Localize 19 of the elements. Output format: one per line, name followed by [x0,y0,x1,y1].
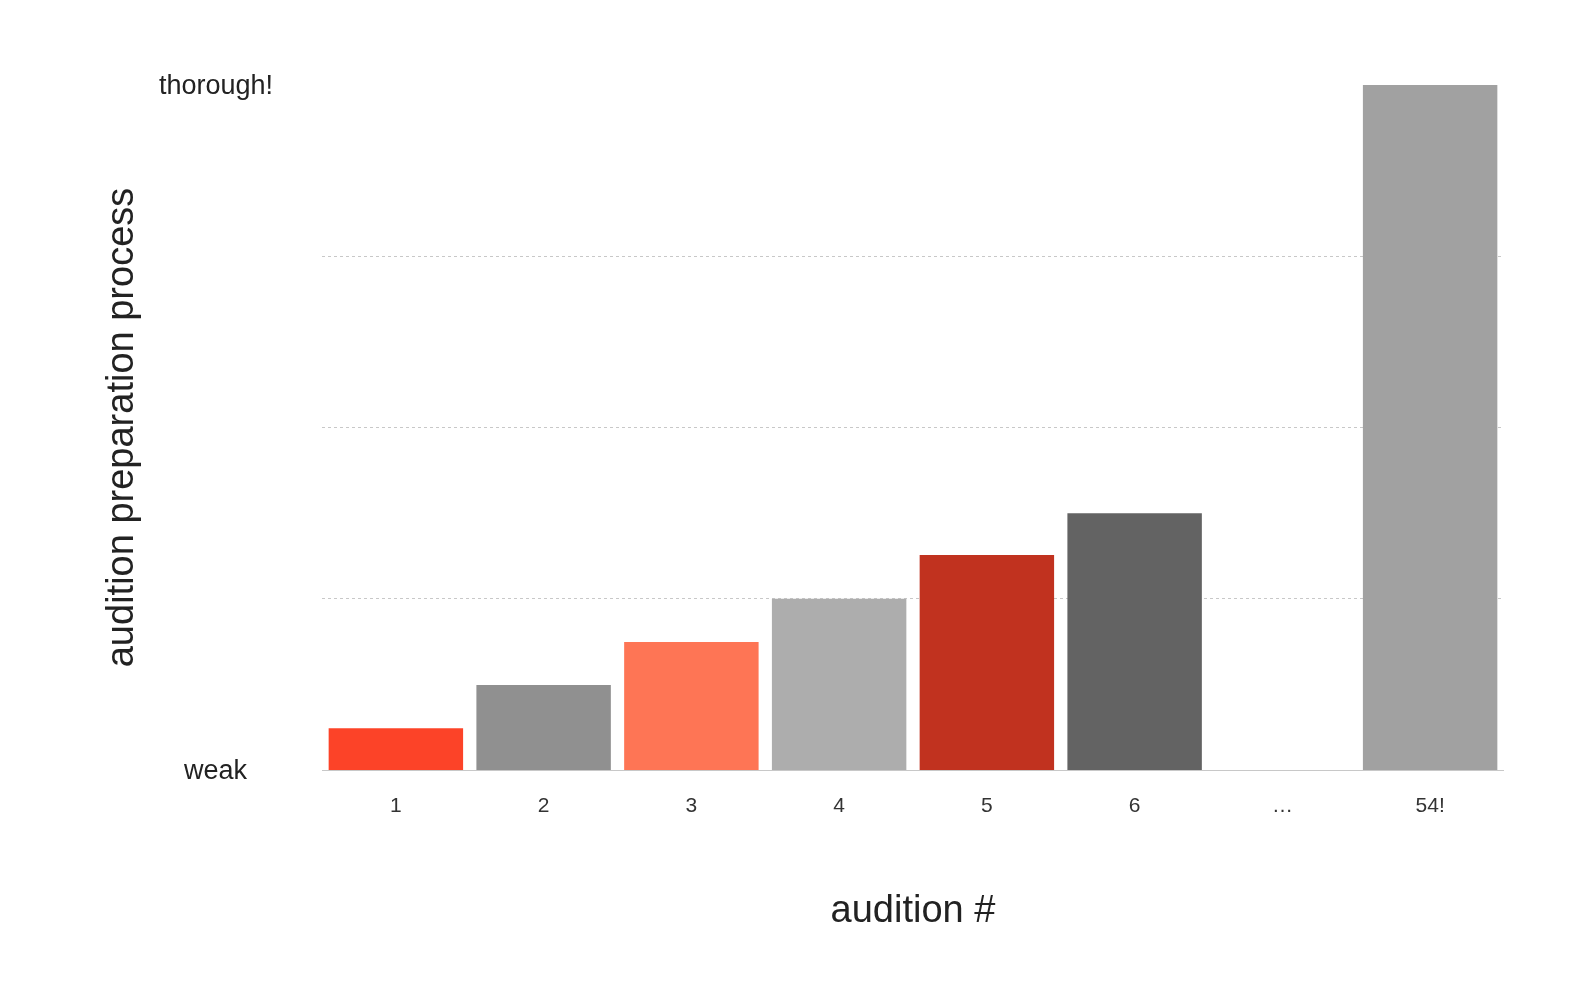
y-axis-title: audition preparation process [99,187,142,668]
x-axis-title: audition # [830,888,996,931]
bar [1067,513,1202,770]
x-tick-label: 4 [833,793,846,817]
bar [919,554,1055,770]
text: weak [183,755,248,785]
x-tick-label: 1 [390,793,402,817]
x-tick-label: 5 [981,793,993,817]
bar [771,598,907,770]
x-tick-label: 6 [1128,793,1141,817]
x-tick-label: 3 [685,793,698,817]
x-tick-label: 54! [1415,793,1445,817]
bar [1362,85,1498,770]
x-tick-label: … [1271,793,1293,817]
bar [328,728,464,770]
x-tick-label: 2 [537,793,550,817]
bar [624,641,759,770]
bar [476,685,611,770]
text: thorough! [159,70,274,100]
